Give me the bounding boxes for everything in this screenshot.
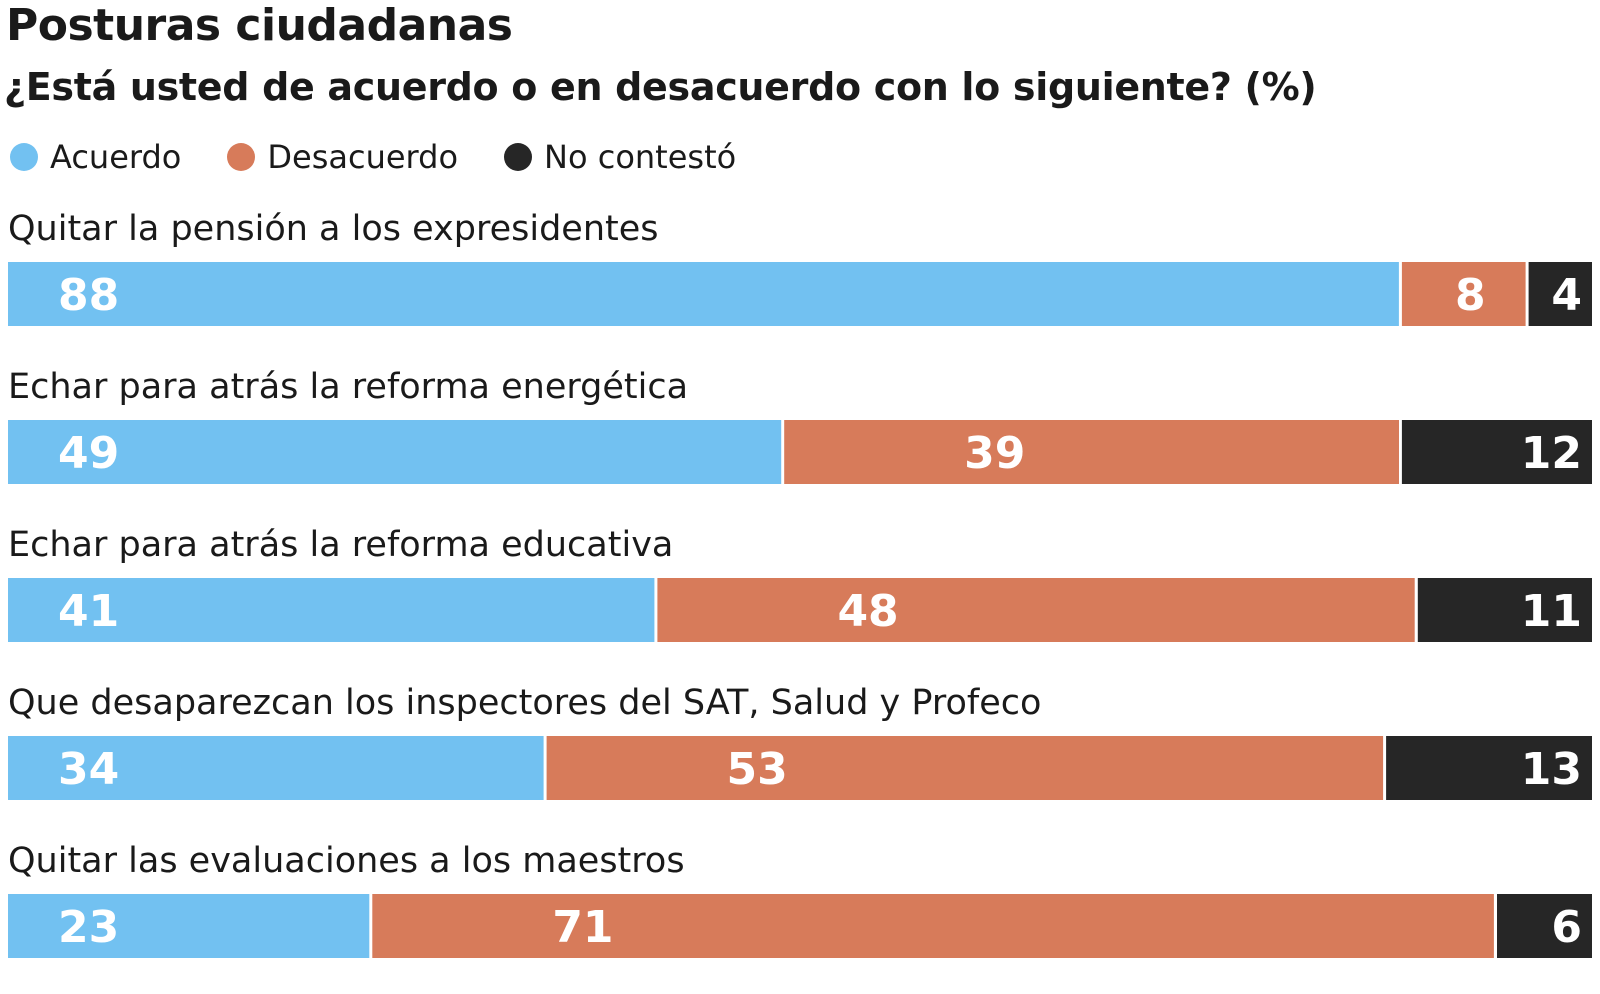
bar-segment-acuerdo bbox=[8, 894, 370, 958]
bar-segment-desacuerdo bbox=[372, 894, 1494, 958]
legend-item-no-contesto: No contestó bbox=[504, 138, 736, 176]
category-label: Echar para atrás la reforma educativa bbox=[8, 525, 673, 565]
data-label-no-contesto: 4 bbox=[1551, 270, 1582, 321]
legend-item-desacuerdo: Desacuerdo bbox=[227, 138, 458, 176]
data-label-no-contesto: 6 bbox=[1551, 902, 1582, 953]
bar-segment-no-contesto bbox=[1497, 894, 1592, 958]
bar-segment-no-contesto bbox=[1417, 578, 1592, 642]
bar-segment-no-contesto bbox=[1528, 262, 1592, 326]
category-label: Echar para atrás la reforma energética bbox=[8, 367, 688, 407]
category-label: Quitar las evaluaciones a los maestros bbox=[8, 841, 685, 881]
bar-segment-desacuerdo bbox=[784, 420, 1399, 484]
bar-row-2: Echar para atrás la reforma energética 49… bbox=[8, 367, 1592, 484]
chart-title: Posturas ciudadanas bbox=[6, 0, 513, 51]
data-label-acuerdo: 34 bbox=[58, 744, 119, 795]
bar-segment-acuerdo bbox=[8, 736, 544, 800]
legend-label-acuerdo: Acuerdo bbox=[50, 138, 182, 176]
bar-segment-acuerdo bbox=[8, 578, 655, 642]
bar-segment-acuerdo bbox=[8, 420, 782, 484]
legend-swatch-acuerdo bbox=[10, 143, 38, 171]
bar-row-5: Quitar las evaluaciones a los maestros 23… bbox=[8, 841, 1592, 958]
bar-segment-acuerdo bbox=[8, 262, 1399, 326]
bar-segment-no-contesto bbox=[1386, 736, 1592, 800]
bar-segment-desacuerdo bbox=[1401, 262, 1526, 326]
legend-swatch-no-contesto bbox=[504, 143, 533, 171]
bar-segment-no-contesto bbox=[1401, 420, 1592, 484]
data-label-acuerdo: 88 bbox=[58, 270, 119, 321]
legend-swatch-desacuerdo bbox=[227, 143, 256, 171]
data-label-acuerdo: 41 bbox=[58, 586, 119, 637]
legend: Acuerdo Desacuerdo No contestó bbox=[10, 137, 782, 177]
data-label-desacuerdo: 8 bbox=[1455, 270, 1486, 321]
bar-segment-desacuerdo bbox=[546, 736, 1384, 800]
data-label-no-contesto: 13 bbox=[1521, 744, 1582, 795]
bar-row-4: Que desaparezcan los inspectores del SAT… bbox=[8, 683, 1592, 800]
legend-label-desacuerdo: Desacuerdo bbox=[267, 138, 459, 176]
data-label-desacuerdo: 48 bbox=[837, 586, 898, 637]
data-label-acuerdo: 49 bbox=[58, 428, 119, 479]
data-label-no-contesto: 12 bbox=[1521, 428, 1582, 479]
category-label: Quitar la pensión a los expresidentes bbox=[8, 209, 659, 249]
bar-segment-desacuerdo bbox=[657, 578, 1415, 642]
data-label-no-contesto: 11 bbox=[1521, 586, 1582, 637]
chart-subtitle: ¿Está usted de acuerdo o en desacuerdo c… bbox=[4, 65, 1317, 109]
bar-row-3: Echar para atrás la reforma educativa 41 4… bbox=[8, 525, 1592, 642]
legend-label-no-contesto: No contestó bbox=[544, 138, 737, 176]
category-label: Que desaparezcan los inspectores del SAT… bbox=[8, 683, 1041, 723]
legend-item-acuerdo: Acuerdo bbox=[10, 138, 181, 176]
data-label-desacuerdo: 53 bbox=[727, 744, 788, 795]
data-label-desacuerdo: 39 bbox=[964, 428, 1025, 479]
data-label-acuerdo: 23 bbox=[58, 902, 119, 953]
data-label-desacuerdo: 71 bbox=[552, 902, 613, 953]
